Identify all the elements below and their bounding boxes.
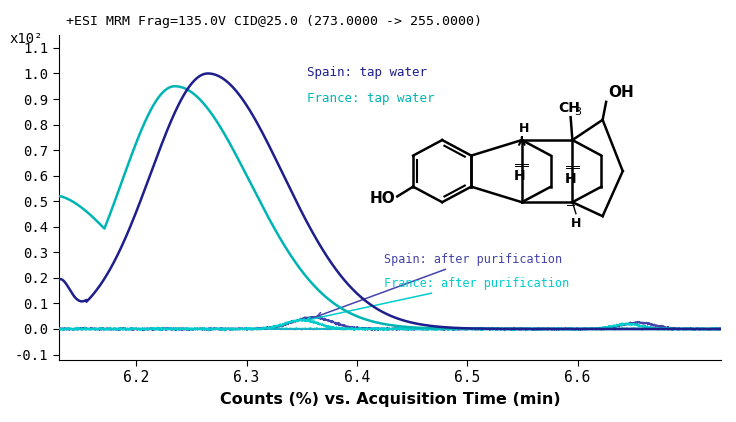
X-axis label: Counts (%) vs. Acquisition Time (min): Counts (%) vs. Acquisition Time (min) xyxy=(219,392,560,407)
Text: +ESI MRM Frag=135.0V CID@25.0 (273.0000 -> 255.0000): +ESI MRM Frag=135.0V CID@25.0 (273.0000 … xyxy=(66,15,482,28)
Text: H: H xyxy=(570,217,581,230)
Text: 3: 3 xyxy=(574,107,581,117)
Text: x10²: x10² xyxy=(10,32,43,46)
Text: OH: OH xyxy=(608,85,634,100)
Text: France: tap water: France: tap water xyxy=(307,92,435,105)
Text: HO: HO xyxy=(369,191,395,206)
Text: H: H xyxy=(565,172,576,186)
Text: H: H xyxy=(518,122,528,135)
Text: France: after purification: France: after purification xyxy=(306,277,570,322)
Text: H: H xyxy=(514,169,526,183)
Text: Spain: tap water: Spain: tap water xyxy=(307,66,427,78)
Text: CH: CH xyxy=(559,100,580,114)
Text: Spain: after purification: Spain: after purification xyxy=(317,252,562,317)
